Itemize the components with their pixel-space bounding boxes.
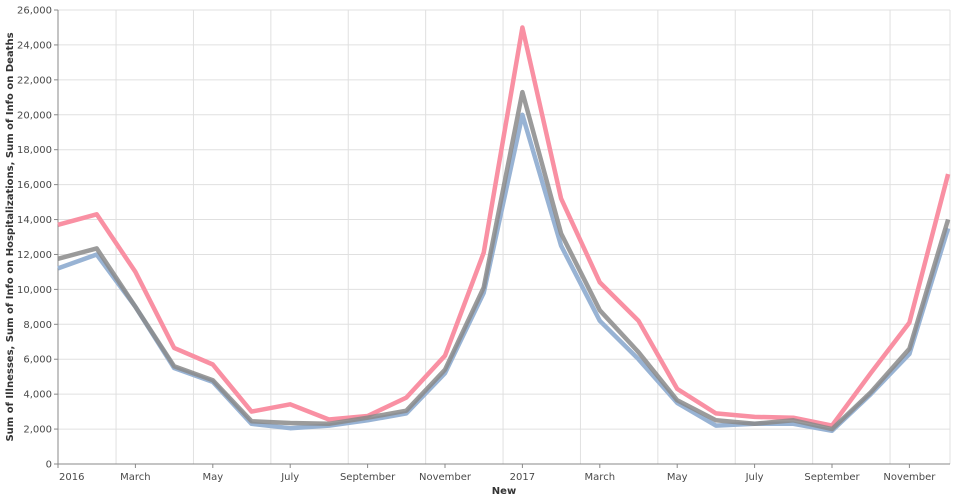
x-tick-label: 2017 bbox=[510, 472, 535, 483]
y-tick-label: 4,000 bbox=[23, 390, 52, 401]
y-tick-label: 6,000 bbox=[23, 355, 52, 366]
x-tick-label: November bbox=[419, 472, 472, 483]
x-tick-label: March bbox=[585, 472, 615, 483]
x-tick-label: May bbox=[202, 472, 223, 483]
x-tick-label: July bbox=[280, 472, 299, 483]
y-tick-label: 14,000 bbox=[17, 215, 52, 226]
y-tick-label: 10,000 bbox=[17, 285, 52, 296]
series-line-3 bbox=[57, 89, 951, 432]
x-tick-label: July bbox=[745, 472, 764, 483]
y-tick-label: 12,000 bbox=[17, 250, 52, 261]
x-tick-label: May bbox=[667, 472, 688, 483]
x-axis-title: New bbox=[492, 486, 516, 497]
y-tick-label: 24,000 bbox=[17, 40, 52, 51]
x-tick-label: November bbox=[883, 472, 936, 483]
x-tick-label: March bbox=[120, 472, 150, 483]
series-layer bbox=[57, 25, 951, 434]
y-tick-label: 26,000 bbox=[17, 6, 52, 17]
y-axis-title: Sum of Illnesses, Sum of Info on Hospita… bbox=[5, 32, 16, 441]
grid-layer bbox=[58, 9, 951, 465]
y-tick-label: 16,000 bbox=[17, 180, 52, 191]
y-tick-label: 18,000 bbox=[17, 145, 52, 156]
axes: 0 2,000 4,000 6,000 8,000 10,000 12,000 14,000 1… bbox=[17, 6, 950, 483]
y-tick-label: 20,000 bbox=[17, 110, 52, 121]
series-line-2 bbox=[57, 25, 951, 428]
y-tick-label: 8,000 bbox=[23, 320, 52, 331]
y-tick-label: 22,000 bbox=[17, 75, 52, 86]
y-tick-label: 0 bbox=[46, 460, 52, 471]
y-tick-label: 2,000 bbox=[23, 425, 52, 436]
x-tick-label: September bbox=[804, 472, 860, 483]
x-tick-label: 2016 bbox=[59, 472, 84, 483]
x-tick-label: September bbox=[340, 472, 396, 483]
